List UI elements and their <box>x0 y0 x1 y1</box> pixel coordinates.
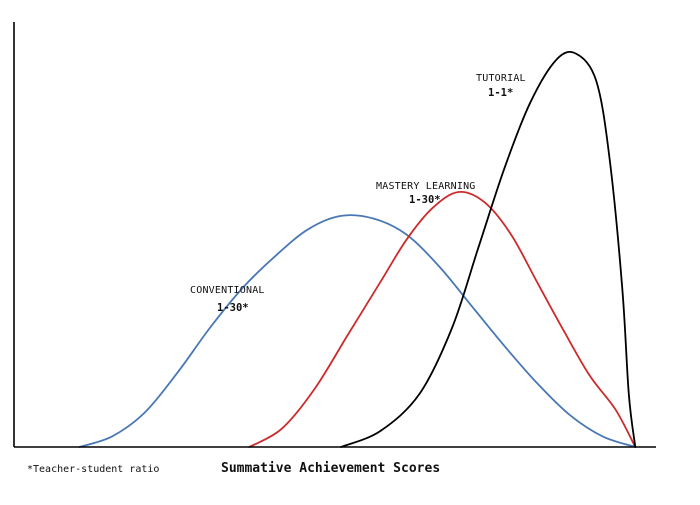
series-line-conventional <box>78 214 637 448</box>
tutorial-ratio-label: 1-1* <box>488 87 513 99</box>
tutorial-label: TUTORIAL <box>476 73 526 84</box>
x-axis-label: Summative Achievement Scores <box>221 461 440 476</box>
curves-layer <box>78 50 637 448</box>
conventional-ratio-label: 1-30* <box>217 302 249 314</box>
mastery-learning-ratio-label: 1-30* <box>409 194 441 206</box>
series-line-mastery-learning <box>248 191 637 448</box>
mastery-learning-label: MASTERY LEARNING <box>376 181 476 192</box>
series-line-tutorial <box>340 50 637 448</box>
footnote: *Teacher-student ratio <box>27 464 159 475</box>
conventional-label: CONVENTIONAL <box>190 285 265 296</box>
